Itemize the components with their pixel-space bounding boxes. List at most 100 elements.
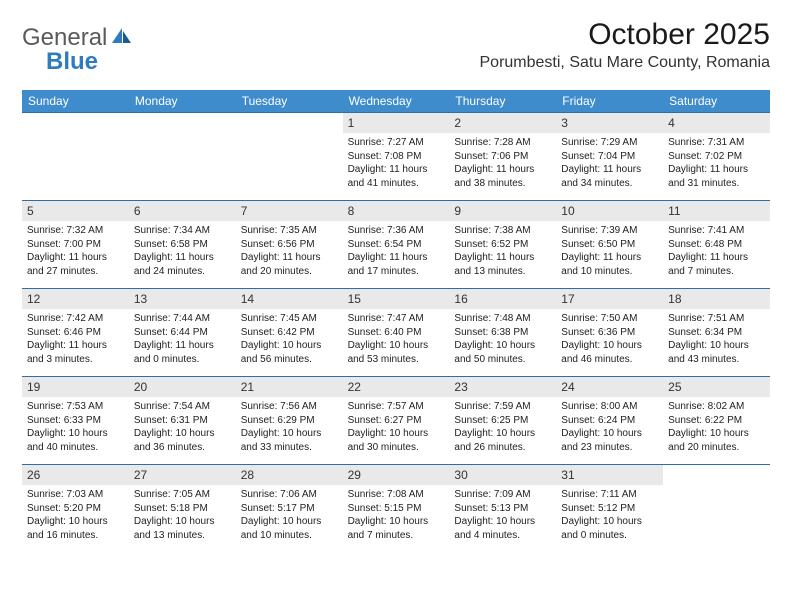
calendar-row: 19Sunrise: 7:53 AMSunset: 6:33 PMDayligh… [22,376,770,464]
day-cell: 30Sunrise: 7:09 AMSunset: 5:13 PMDayligh… [449,464,556,552]
sunrise-text: Sunrise: 7:09 AM [454,488,551,502]
day-number: 4 [663,113,770,133]
empty-cell [129,112,236,200]
sunset-text: Sunset: 6:40 PM [348,326,445,340]
day-number: 27 [129,465,236,485]
day-number: 7 [236,201,343,221]
empty-cell [663,464,770,552]
sunset-text: Sunset: 5:20 PM [27,502,124,516]
daylight-text: Daylight: 10 hours and 4 minutes. [454,515,551,542]
day-cell: 8Sunrise: 7:36 AMSunset: 6:54 PMDaylight… [343,200,450,288]
sunset-text: Sunset: 6:44 PM [134,326,231,340]
day-cell: 18Sunrise: 7:51 AMSunset: 6:34 PMDayligh… [663,288,770,376]
logo-sail-icon [111,27,133,50]
daylight-text: Daylight: 10 hours and 20 minutes. [668,427,765,454]
daylight-text: Daylight: 11 hours and 27 minutes. [27,251,124,278]
sunrise-text: Sunrise: 7:57 AM [348,400,445,414]
day-number: 14 [236,289,343,309]
sunrise-text: Sunrise: 7:51 AM [668,312,765,326]
day-cell: 16Sunrise: 7:48 AMSunset: 6:38 PMDayligh… [449,288,556,376]
daylight-text: Daylight: 10 hours and 30 minutes. [348,427,445,454]
sunset-text: Sunset: 6:29 PM [241,414,338,428]
calendar-row: 12Sunrise: 7:42 AMSunset: 6:46 PMDayligh… [22,288,770,376]
calendar: SundayMondayTuesdayWednesdayThursdayFrid… [22,90,770,552]
weekday-header: Saturday [663,90,770,112]
sunrise-text: Sunrise: 7:38 AM [454,224,551,238]
day-number: 19 [22,377,129,397]
calendar-row: 1Sunrise: 7:27 AMSunset: 7:08 PMDaylight… [22,112,770,200]
day-cell: 6Sunrise: 7:34 AMSunset: 6:58 PMDaylight… [129,200,236,288]
sunset-text: Sunset: 5:18 PM [134,502,231,516]
daylight-text: Daylight: 11 hours and 13 minutes. [454,251,551,278]
day-number: 12 [22,289,129,309]
weekday-header: Sunday [22,90,129,112]
sunset-text: Sunset: 6:24 PM [561,414,658,428]
day-number: 17 [556,289,663,309]
daylight-text: Daylight: 10 hours and 46 minutes. [561,339,658,366]
daylight-text: Daylight: 11 hours and 3 minutes. [27,339,124,366]
daylight-text: Daylight: 11 hours and 31 minutes. [668,163,765,190]
sunrise-text: Sunrise: 7:50 AM [561,312,658,326]
daylight-text: Daylight: 10 hours and 53 minutes. [348,339,445,366]
daylight-text: Daylight: 11 hours and 7 minutes. [668,251,765,278]
weekday-header: Friday [556,90,663,112]
sunset-text: Sunset: 5:13 PM [454,502,551,516]
day-cell: 1Sunrise: 7:27 AMSunset: 7:08 PMDaylight… [343,112,450,200]
sunrise-text: Sunrise: 7:32 AM [27,224,124,238]
daylight-text: Daylight: 10 hours and 16 minutes. [27,515,124,542]
sunset-text: Sunset: 6:33 PM [27,414,124,428]
sunrise-text: Sunrise: 7:28 AM [454,136,551,150]
day-cell: 25Sunrise: 8:02 AMSunset: 6:22 PMDayligh… [663,376,770,464]
day-cell: 3Sunrise: 7:29 AMSunset: 7:04 PMDaylight… [556,112,663,200]
sunrise-text: Sunrise: 7:56 AM [241,400,338,414]
day-cell: 20Sunrise: 7:54 AMSunset: 6:31 PMDayligh… [129,376,236,464]
sunset-text: Sunset: 6:27 PM [348,414,445,428]
sunset-text: Sunset: 6:25 PM [454,414,551,428]
sunset-text: Sunset: 7:06 PM [454,150,551,164]
daylight-text: Daylight: 11 hours and 17 minutes. [348,251,445,278]
daylight-text: Daylight: 11 hours and 34 minutes. [561,163,658,190]
sunset-text: Sunset: 7:04 PM [561,150,658,164]
day-number: 24 [556,377,663,397]
weekday-header: Tuesday [236,90,343,112]
day-number: 9 [449,201,556,221]
sunset-text: Sunset: 6:54 PM [348,238,445,252]
sunrise-text: Sunrise: 7:45 AM [241,312,338,326]
sunset-text: Sunset: 6:52 PM [454,238,551,252]
day-cell: 7Sunrise: 7:35 AMSunset: 6:56 PMDaylight… [236,200,343,288]
day-cell: 21Sunrise: 7:56 AMSunset: 6:29 PMDayligh… [236,376,343,464]
sunrise-text: Sunrise: 7:11 AM [561,488,658,502]
sunset-text: Sunset: 6:58 PM [134,238,231,252]
sunrise-text: Sunrise: 7:08 AM [348,488,445,502]
day-cell: 24Sunrise: 8:00 AMSunset: 6:24 PMDayligh… [556,376,663,464]
sunset-text: Sunset: 6:48 PM [668,238,765,252]
sunrise-text: Sunrise: 7:03 AM [27,488,124,502]
daylight-text: Daylight: 10 hours and 7 minutes. [348,515,445,542]
daylight-text: Daylight: 11 hours and 24 minutes. [134,251,231,278]
day-cell: 14Sunrise: 7:45 AMSunset: 6:42 PMDayligh… [236,288,343,376]
day-cell: 4Sunrise: 7:31 AMSunset: 7:02 PMDaylight… [663,112,770,200]
day-number: 29 [343,465,450,485]
daylight-text: Daylight: 10 hours and 13 minutes. [134,515,231,542]
weekday-header: Wednesday [343,90,450,112]
day-cell: 29Sunrise: 7:08 AMSunset: 5:15 PMDayligh… [343,464,450,552]
day-cell: 22Sunrise: 7:57 AMSunset: 6:27 PMDayligh… [343,376,450,464]
sunset-text: Sunset: 5:17 PM [241,502,338,516]
sunrise-text: Sunrise: 7:35 AM [241,224,338,238]
day-cell: 26Sunrise: 7:03 AMSunset: 5:20 PMDayligh… [22,464,129,552]
calendar-grid: 1Sunrise: 7:27 AMSunset: 7:08 PMDaylight… [22,112,770,552]
weekday-header: Monday [129,90,236,112]
weekday-header-row: SundayMondayTuesdayWednesdayThursdayFrid… [22,90,770,112]
sunset-text: Sunset: 6:50 PM [561,238,658,252]
day-number: 18 [663,289,770,309]
sunrise-text: Sunrise: 7:06 AM [241,488,338,502]
day-number: 25 [663,377,770,397]
daylight-text: Daylight: 10 hours and 36 minutes. [134,427,231,454]
daylight-text: Daylight: 10 hours and 43 minutes. [668,339,765,366]
sunset-text: Sunset: 6:31 PM [134,414,231,428]
day-number: 15 [343,289,450,309]
daylight-text: Daylight: 11 hours and 38 minutes. [454,163,551,190]
day-number: 2 [449,113,556,133]
day-number: 5 [22,201,129,221]
day-number: 23 [449,377,556,397]
